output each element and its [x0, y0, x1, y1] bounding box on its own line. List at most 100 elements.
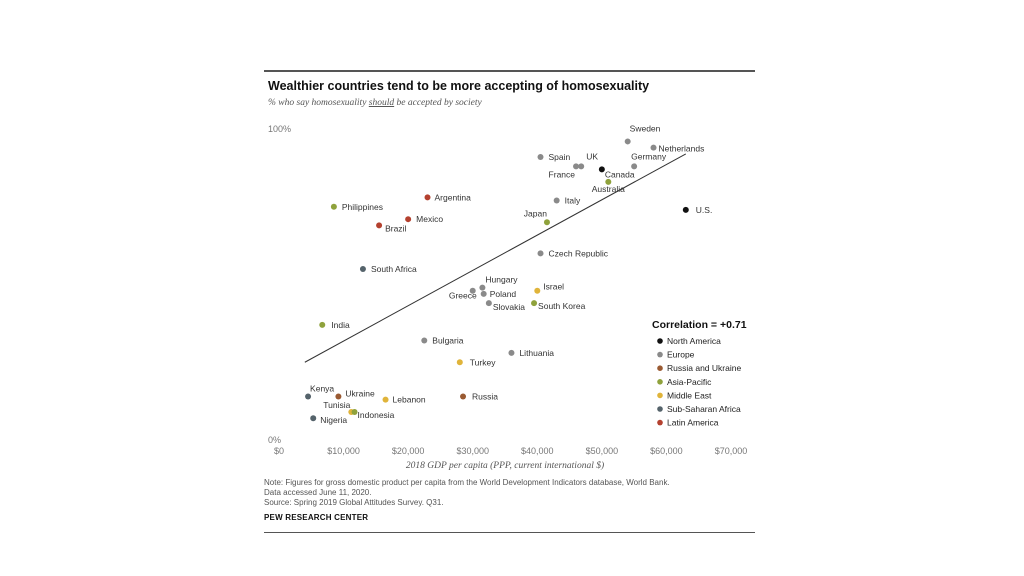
legend-label: Europe: [667, 350, 695, 360]
legend-label: North America: [667, 336, 721, 346]
data-point: [480, 290, 487, 297]
data-point: [624, 138, 631, 145]
data-point: [310, 415, 317, 422]
subtitle-pre: % who say homosexuality: [268, 98, 369, 108]
point-label: Sweden: [630, 123, 661, 133]
x-tick-label: $10,000: [327, 446, 360, 456]
data-point: [469, 287, 476, 294]
point-label: Slovakia: [493, 302, 525, 312]
point-label: UK: [586, 151, 598, 161]
point-label: Italy: [565, 196, 581, 206]
point-label: Kenya: [310, 383, 334, 393]
point-label: France: [549, 169, 576, 179]
trend-line: [304, 153, 687, 363]
point-label: Bulgaria: [432, 335, 463, 345]
data-point: [573, 163, 580, 170]
data-point: [330, 203, 337, 210]
y-tick-label: 0%: [268, 435, 281, 445]
chart-subtitle: % who say homosexuality should be accept…: [268, 98, 482, 108]
subtitle-emphasis: should: [368, 98, 395, 108]
legend-label: Latin America: [667, 418, 719, 428]
data-point: [682, 206, 689, 213]
data-point: [382, 396, 389, 403]
legend-swatch: [657, 419, 663, 426]
point-label: South Africa: [371, 264, 417, 274]
correlation-label: Correlation = +0.71: [652, 319, 747, 331]
point-label: Lithuania: [519, 348, 554, 358]
legend-label: Sub-Saharan Africa: [667, 404, 741, 414]
x-tick-label: $20,000: [392, 446, 425, 456]
point-label: Spain: [549, 152, 571, 162]
data-point: [631, 163, 638, 170]
point-label: Hungary: [485, 275, 518, 285]
legend-label: Middle East: [667, 390, 712, 400]
point-label: Germany: [631, 151, 667, 161]
note-line-1: Note: Figures for gross domestic product…: [264, 478, 670, 487]
data-point: [351, 409, 358, 416]
data-point: [553, 197, 560, 204]
x-axis-label: 2018 GDP per capita (PPP, current intern…: [406, 460, 604, 471]
subtitle-post: be accepted by society: [394, 98, 482, 108]
x-tick-label: $60,000: [650, 446, 683, 456]
x-tick-label: $0: [274, 446, 284, 456]
legend-label: Russia and Ukraine: [667, 363, 741, 373]
legend-swatch: [657, 379, 663, 385]
point-label: Poland: [490, 289, 517, 299]
x-tick-label: $30,000: [456, 446, 489, 456]
point-label: Israel: [543, 282, 564, 292]
data-point: [421, 337, 428, 344]
data-point: [305, 393, 312, 400]
point-label: Mexico: [416, 214, 443, 224]
data-point: [531, 300, 538, 307]
point-label: Lebanon: [393, 395, 426, 405]
x-tick-label: $40,000: [521, 446, 554, 456]
point-label: Greece: [449, 291, 477, 301]
x-tick-label: $50,000: [586, 446, 619, 456]
point-label: Japan: [524, 208, 547, 218]
legend-swatch: [657, 392, 663, 399]
data-point: [456, 359, 463, 366]
legend-swatch: [657, 338, 663, 344]
data-point: [319, 321, 326, 328]
point-label: Argentina: [435, 192, 472, 202]
y-tick-label: 100%: [268, 124, 291, 134]
point-label: Netherlands: [659, 144, 705, 154]
legend-label: Asia-Pacific: [667, 377, 712, 387]
data-point: [578, 163, 585, 170]
point-label: Australia: [592, 184, 625, 194]
data-point: [534, 287, 541, 294]
point-label: Philippines: [342, 202, 383, 212]
legend-swatch: [657, 406, 663, 412]
point-label: U.S.: [696, 205, 713, 215]
data-point: [508, 349, 515, 356]
data-point: [485, 300, 492, 307]
data-point: [479, 284, 486, 291]
data-point: [359, 265, 366, 272]
data-point: [605, 178, 612, 185]
point-label: Canada: [605, 169, 635, 179]
note-line-3: Source: Spring 2019 Global Attitudes Sur…: [264, 498, 444, 507]
point-label: Ukraine: [345, 388, 375, 398]
data-point: [537, 250, 544, 257]
data-point: [335, 393, 342, 400]
data-point: [376, 222, 383, 229]
data-point: [543, 219, 550, 226]
data-point: [598, 166, 605, 173]
point-label: Czech Republic: [549, 248, 609, 258]
point-label: Russia: [472, 391, 498, 401]
chart-title: Wealthier countries tend to be more acce…: [268, 79, 650, 93]
data-point: [405, 216, 412, 223]
point-label: Nigeria: [320, 415, 347, 425]
point-label: Indonesia: [358, 410, 395, 420]
point-label: Brazil: [385, 223, 406, 233]
data-point: [424, 194, 431, 201]
x-tick-label: $70,000: [715, 446, 748, 456]
pew-brand: PEW RESEARCH CENTER: [264, 513, 369, 522]
point-label: Tunisia: [323, 400, 350, 410]
data-point: [537, 153, 544, 160]
data-point: [460, 393, 467, 400]
bottom-rule: [264, 532, 755, 533]
data-point: [650, 144, 657, 151]
